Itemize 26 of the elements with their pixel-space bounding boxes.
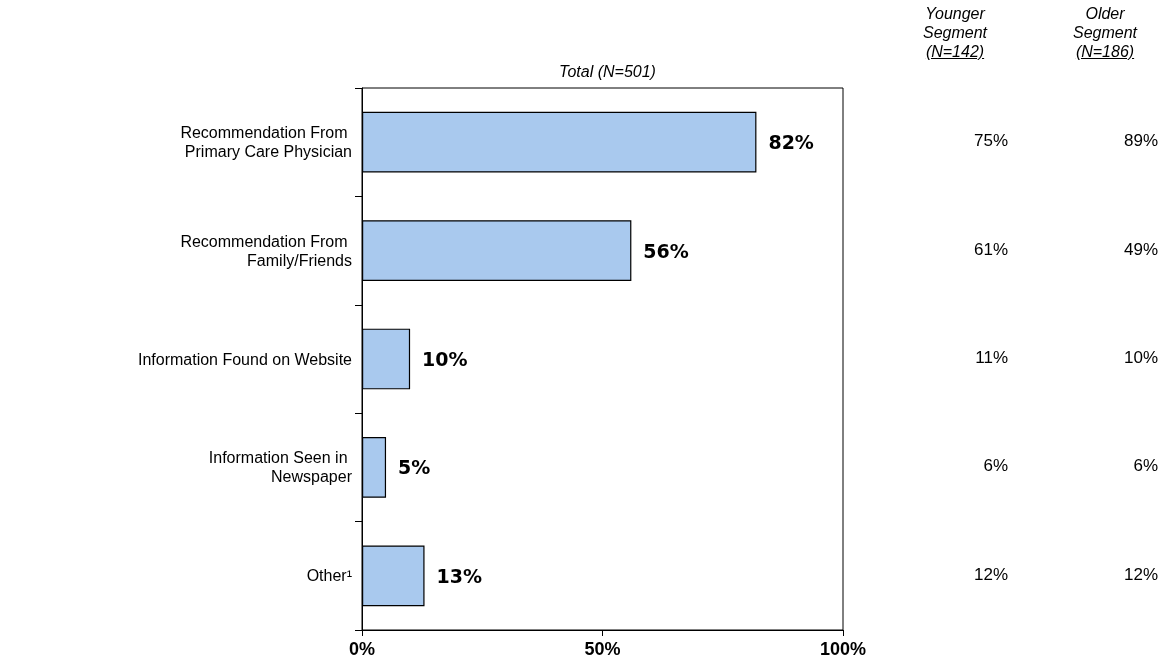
data-label: 10%	[1122, 348, 1159, 368]
data-label: 89%	[1122, 131, 1159, 152]
text: Older Segment (N=186)	[1071, 4, 1139, 61]
y-tick-label: Other¹	[306, 567, 352, 585]
y-tick-label: Recommendation From Family/Friends	[180, 232, 352, 269]
data-label: 12%	[972, 564, 1009, 585]
data-label: 75%	[972, 131, 1009, 152]
data-label: 12%	[1122, 564, 1159, 585]
y-tick-label: Information Found on Website	[137, 350, 353, 368]
data-label: 10%	[422, 348, 468, 370]
data-label: 6%	[1132, 456, 1159, 477]
data-label: 56%	[643, 239, 689, 262]
x-tick-label: 0%	[348, 639, 376, 659]
chart-title: Total (N=501)	[559, 62, 656, 80]
data-label: 6%	[982, 456, 1009, 477]
text: Younger Segment (N=142)	[921, 4, 989, 61]
y-tick-label: Information Seen in Newspaper	[208, 449, 353, 486]
data-label: 82%	[768, 131, 814, 154]
data-label: 61%	[972, 239, 1009, 260]
x-tick-label: 50%	[584, 639, 621, 659]
data-label: 49%	[1122, 239, 1159, 260]
y-tick-label: Recommendation From Primary Care Physician	[180, 124, 352, 161]
data-label: 13%	[436, 564, 483, 587]
data-label: 11%	[974, 348, 1009, 368]
x-tick-label: 100%	[819, 639, 867, 659]
data-label: 5%	[398, 456, 431, 479]
